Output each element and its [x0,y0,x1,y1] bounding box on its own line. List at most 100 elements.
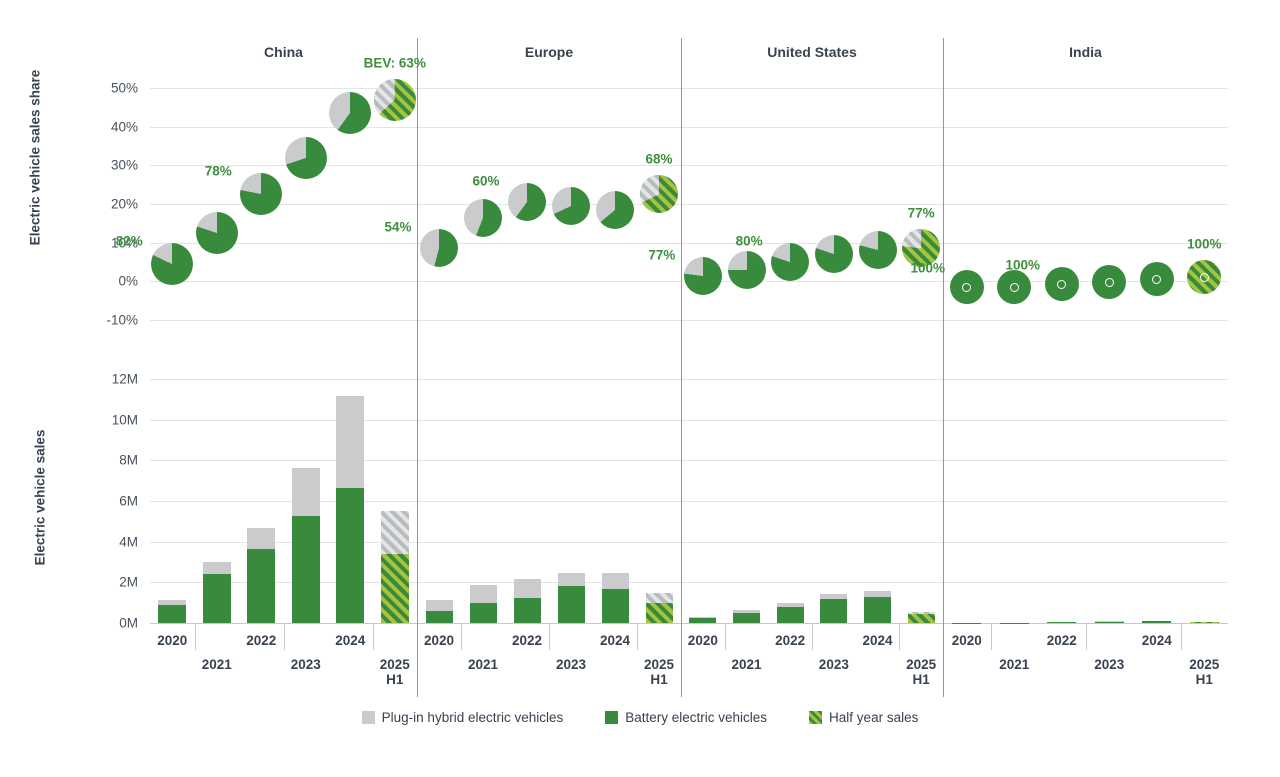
bar-segment-phev [645,592,673,603]
x-tick-united-states-2020: 2020 [687,633,718,648]
pie-marker-united-states-2025-H1 [902,229,941,268]
bar-china-2023 [291,468,320,623]
pie-marker-india-2025-H1 [1187,260,1222,295]
x-tick-india-2023: 2023 [1094,657,1125,672]
pie-marker-india-2024 [1139,262,1174,297]
x-tick-india-2024: 2024 [1141,633,1172,648]
x-tick-mark [637,624,638,650]
bar-india-2024 [1142,620,1172,624]
bar-china-2021 [202,562,231,623]
pie-marker-europe-2023 [552,186,590,225]
top-y-tick-6: -10% [106,312,138,328]
bar-united-states-2024 [864,591,891,623]
bar-segment-phev [202,562,231,575]
x-tick-india-2022: 2022 [1046,633,1077,648]
x-tick-europe-2022: 2022 [511,633,543,648]
pie-marker-china-2025-H1 [373,78,416,121]
bottom-y-tick-5: 2M [119,574,138,590]
bottom-y-tick-1: 10M [111,412,138,428]
bar-segment-phev [999,622,1029,624]
bar-europe-2023 [557,572,585,623]
pie-marker-united-states-2022 [771,243,810,281]
bar-united-states-2021 [733,610,760,623]
bottom-gridline-1 [150,419,1228,421]
x-tick-europe-2020: 2020 [423,633,455,648]
bottom-y-tick-4: 4M [119,534,138,550]
x-tick-china-2021: 2021 [201,657,232,672]
pie-center-hole [1199,272,1209,282]
pie-marker-china-2020 [151,242,194,285]
bottom-y-tick-6: 0M [119,615,138,631]
bottom-y-tick-3: 6M [119,493,138,509]
top-gridline-4 [150,242,1228,244]
bar-segment-bev [689,618,717,623]
legend-label-phev: Plug-in hybrid electric vehicles [381,710,564,725]
pie-label-united-states-2025-H1: 77% [907,205,935,221]
bar-india-2025-H1 [1189,621,1219,624]
x-tick-mark [990,624,992,650]
top-y-tick-0: 50% [110,80,138,96]
panel-title-india: India [1069,44,1102,60]
pie-marker-india-2020 [949,270,984,305]
legend-item-phev[interactable]: Plug-in hybrid electric vehicles [361,710,564,725]
pie-label-china-2025-H1: BEV: 63% [363,55,426,71]
bar-segment-phev [907,611,935,615]
legend: Plug-in hybrid electric vehicles Battery… [0,710,1280,725]
bar-segment-phev [820,594,848,599]
pie-phev-wedge [902,229,922,249]
pie-marker-europe-2025-H1 [640,175,678,214]
bar-europe-2021 [469,584,497,623]
x-tick-mark [549,624,550,650]
bar-segment-phev [247,528,276,549]
bar-china-2025-H1 [380,511,409,623]
pie-label-china-2022: 78% [204,163,232,179]
bar-segment-phev [952,622,982,624]
bar-segment-bev [907,614,935,623]
bar-united-states-2023 [820,594,848,623]
bottom-gridline-3 [150,501,1228,502]
bar-segment-phev [601,573,629,590]
top-chart-y-axis-title: Electric vehicle sales share [27,69,43,246]
x-tick-mark [1180,624,1182,650]
bar-segment-bev [469,602,497,623]
top-gridline-1 [150,126,1228,128]
x-tick-united-states-2023: 2023 [818,657,849,672]
pie-marker-china-2021 [195,212,238,254]
bar-segment-phev [1189,621,1219,623]
bar-segment-bev [645,602,673,623]
x-tick-china-2024: 2024 [335,633,366,648]
bar-segment-bev [380,553,409,623]
bottom-y-tick-2: 8M [119,452,138,468]
x-tick-europe-2024: 2024 [599,633,631,648]
pie-label-united-states-2020: 77% [648,247,676,263]
bar-segment-bev [557,586,585,623]
bar-segment-phev [864,591,891,597]
pie-center-hole [1009,282,1019,292]
bottom-gridline-5 [150,582,1228,584]
bar-india-2023 [1094,621,1124,624]
bar-india-2021 [999,622,1029,624]
x-tick-mark [1085,624,1087,650]
bar-europe-2022 [513,578,541,623]
pie-center-hole [1152,274,1162,284]
bottom-gridline-6 [150,623,1228,624]
pie-marker-united-states-2023 [814,235,853,274]
x-tick-year: 2025 [379,657,410,672]
legend-label-half-year: Half year sales [829,710,919,725]
legend-label-bev: Battery electric vehicles [625,710,768,725]
bar-segment-bev [1189,622,1219,624]
x-tick-year: 2025 [1189,657,1220,672]
top-gridline-3 [150,204,1228,205]
pie-label-europe-2020: 54% [384,219,412,235]
bar-segment-bev [158,604,187,623]
bar-segment-bev [999,623,1029,624]
legend-item-bev[interactable]: Battery electric vehicles [605,710,767,725]
bar-segment-phev [291,468,320,517]
x-tick-india-2025: 2025 H1 [1189,657,1219,687]
bar-china-2020 [158,599,187,623]
legend-item-half-year[interactable]: Half year sales [809,710,918,725]
bar-segment-bev [425,610,453,623]
bar-united-states-2020 [689,617,717,623]
bottom-chart-y-axis-title: Electric vehicle sales [32,429,48,566]
bar-segment-phev [380,511,409,554]
